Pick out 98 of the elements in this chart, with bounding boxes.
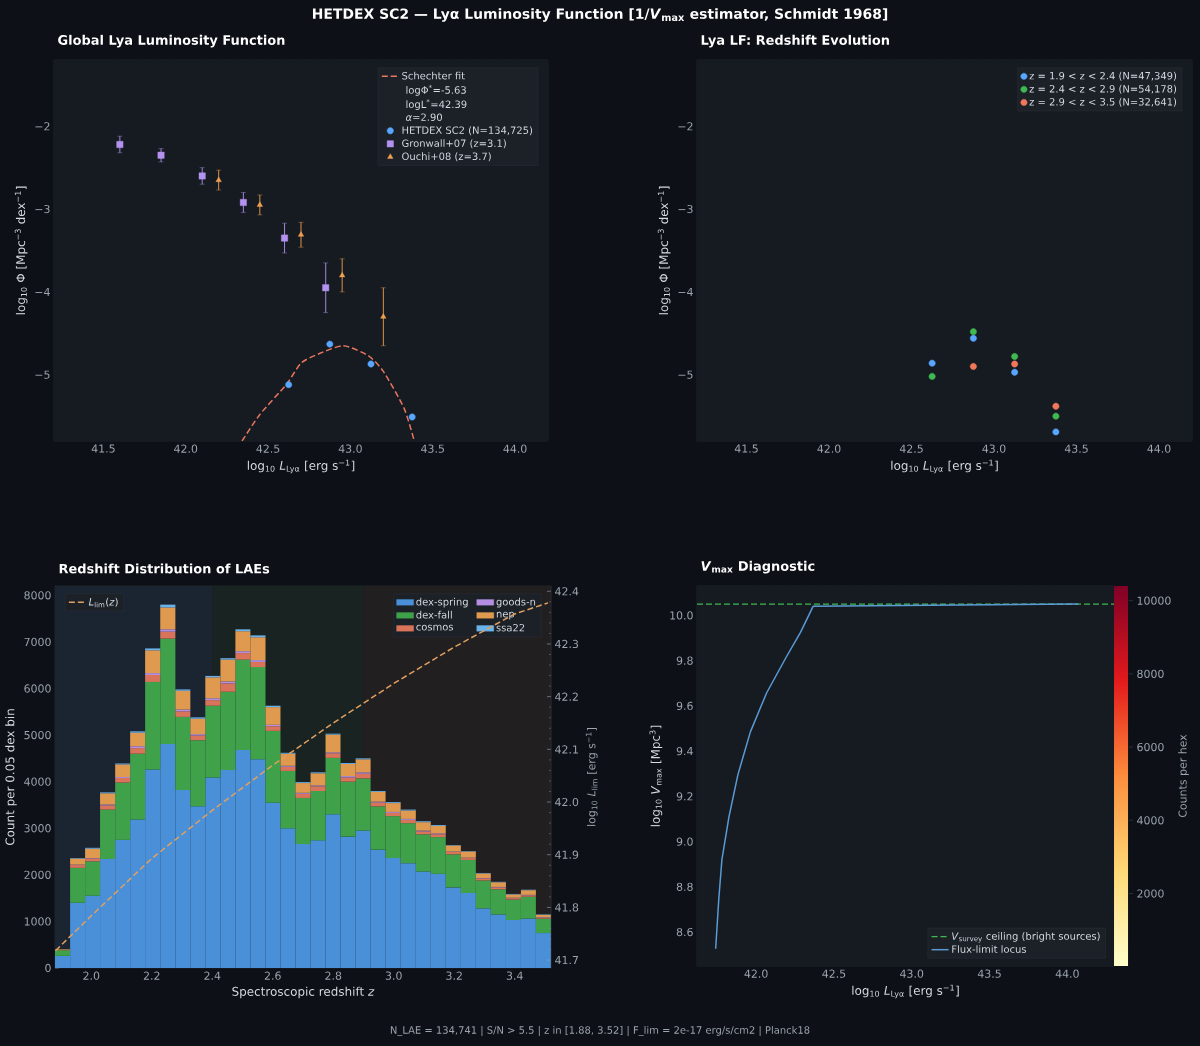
y-tick-label: −4 xyxy=(678,287,693,296)
x-tick-label: 43.5 xyxy=(977,969,1001,978)
y-tick-label: 8.6 xyxy=(676,927,693,937)
y-tick-label: −5 xyxy=(678,370,693,379)
color-bar-title: Counts per hex xyxy=(1178,734,1189,818)
legend-label: z = 2.4 < z < 2.9 (N=54,178) xyxy=(1029,84,1177,94)
x-tick-label: 41.5 xyxy=(734,444,758,453)
legend-label: Flux-limit locus xyxy=(952,945,1027,953)
x-tick-label: 42.0 xyxy=(817,444,841,453)
annotation: α=2.90 xyxy=(406,113,442,121)
x-tick-label: 44.0 xyxy=(1055,969,1079,978)
x-tick-label: 43.0 xyxy=(338,444,362,453)
x-tick-label: 43.5 xyxy=(421,444,444,453)
legend-label: cosmos xyxy=(416,624,454,631)
y-tick-label: 6000 xyxy=(24,684,51,693)
x-tick-label: 42.5 xyxy=(899,444,923,453)
y2-tick-label: 42.0 xyxy=(555,797,579,807)
text: N_LAE = 134,741 | S/N > 5.5 | z in [1.88, 3.52] | F_lim = 2e-17 erg/s/cm2 | Planck18 xyxy=(390,1026,810,1036)
y2-axis-title: log$_{10}$ L$_{lim}$ [erg s$^{−1}$] xyxy=(585,728,598,826)
y-tick-label: 9.4 xyxy=(676,746,693,756)
y-tick-label: 9.6 xyxy=(676,701,693,711)
legend-label: L$_{lim}$(z) xyxy=(88,597,118,608)
legend-label: ssa22 xyxy=(496,623,525,632)
y-tick-label: −4 xyxy=(35,287,50,296)
y-tick-label: 9.0 xyxy=(676,837,693,846)
legend-label: z = 2.9 < z < 3.5 (N=32,641) xyxy=(1029,97,1177,107)
y-tick-label: 9.2 xyxy=(676,792,693,801)
legend-label: dex-fall xyxy=(416,610,452,619)
x-axis-title: Spectroscopic redshift z xyxy=(232,986,375,999)
color-bar-label: 6000 xyxy=(1137,742,1164,752)
chart-title: V$_{max}$ Diagnostic xyxy=(701,560,815,574)
x-tick-label: 41.5 xyxy=(91,444,115,453)
legend-label: nep xyxy=(496,611,515,620)
x-tick-label: 2.0 xyxy=(83,971,100,980)
y-axis-title: log$_{10}$ V$_{max}$ [Mpc$^{3}$] xyxy=(649,725,663,827)
legend-label: Schechter fit xyxy=(402,71,465,80)
x-tick-label: 2.2 xyxy=(143,971,160,980)
color-bar-label: 8000 xyxy=(1137,669,1164,678)
color-bar-label: 4000 xyxy=(1137,816,1164,825)
legend-label: Ouchi+08 (z=3.7) xyxy=(402,152,491,162)
y-tick-label: −3 xyxy=(35,204,50,214)
x-tick-label: 44.0 xyxy=(503,444,527,453)
y2-tick-label: 41.7 xyxy=(555,956,578,965)
text: HETDEX SC2 — Lyα Luminosity Function [1/V$_{max}$ estimator, Schmidt 1968] xyxy=(312,8,888,22)
y-tick-label: 8000 xyxy=(24,591,51,600)
y-axis-title: log$_{10}$ Φ [Mpc$^{−3}$ dex$^{−1}$] xyxy=(657,186,671,315)
chart-title: Global Lya Luminosity Function xyxy=(58,34,285,48)
y-tick-label: 5000 xyxy=(24,730,51,740)
y-tick-label: 2000 xyxy=(24,870,51,879)
y2-tick-label: 41.9 xyxy=(555,850,579,859)
y-tick-label: −5 xyxy=(35,370,50,379)
chart-title: Redshift Distribution of LAEs xyxy=(59,563,270,574)
x-axis-title: log$_{10}$ L$_{Lyα}$ [erg s$^{−1}$] xyxy=(247,459,355,474)
x-axis-title: log$_{10}$ L$_{Lyα}$ [erg s$^{−1}$] xyxy=(891,459,998,474)
x-tick-label: 43.5 xyxy=(1064,444,1088,453)
x-tick-label: 42.5 xyxy=(822,969,846,978)
x-tick-label: 2.8 xyxy=(325,971,342,980)
y-tick-label: 10.0 xyxy=(670,611,693,620)
y-tick-label: −2 xyxy=(678,122,693,131)
y-tick-label: 0 xyxy=(45,963,51,973)
y2-tick-label: 41.8 xyxy=(555,903,579,912)
color-bar-label: 2000 xyxy=(1137,889,1164,898)
x-axis-title: log$_{10}$ L$_{Lyα}$ [erg s$^{−1}$] xyxy=(852,984,959,999)
y-tick-label: 1000 xyxy=(24,917,51,926)
y2-tick-label: 42.2 xyxy=(555,692,578,701)
y-tick-label: −3 xyxy=(678,204,693,214)
y-tick-label: 4000 xyxy=(24,777,51,786)
y-tick-label: 3000 xyxy=(24,824,51,833)
legend-label: z = 1.9 < z < 2.4 (N=47,349) xyxy=(1029,71,1177,81)
x-tick-label: 43.0 xyxy=(900,969,924,978)
x-tick-label: 2.6 xyxy=(264,971,281,980)
legend-label: HETDEX SC2 (N=134,725) xyxy=(402,126,533,136)
y-axis-title: Count per 0.05 dex bin xyxy=(5,709,17,846)
x-tick-label: 42.5 xyxy=(256,444,280,453)
y-tick-label: −2 xyxy=(35,122,50,131)
color-bar-label: 10000 xyxy=(1137,596,1171,605)
x-tick-label: 43.0 xyxy=(982,444,1006,453)
y-tick-label: 7000 xyxy=(24,637,51,647)
x-tick-label: 42.0 xyxy=(174,444,198,453)
annotation: logΦ$^{*}$=-5.63 xyxy=(406,84,466,96)
x-tick-label: 3.4 xyxy=(506,971,523,980)
x-tick-label: 44.0 xyxy=(1147,444,1171,453)
x-tick-label: 3.2 xyxy=(446,971,462,980)
legend-label: dex-spring xyxy=(416,597,468,608)
x-tick-label: 42.0 xyxy=(744,969,768,978)
y-axis-title: log$_{10}$ Φ [Mpc$^{−3}$ dex$^{−1}$] xyxy=(14,186,28,315)
y2-tick-label: 42.3 xyxy=(555,639,579,649)
legend-label: goods-n xyxy=(496,597,536,608)
y-tick-label: 8.8 xyxy=(676,882,693,891)
annotation: logL$^{*}$=42.39 xyxy=(406,99,467,110)
legend-label: Gronwall+07 (z=3.1) xyxy=(402,139,506,149)
y2-tick-label: 42.1 xyxy=(555,745,578,754)
chart-title: Lya LF: Redshift Evolution xyxy=(701,34,889,48)
x-tick-label: 2.4 xyxy=(204,971,221,980)
y2-tick-label: 42.4 xyxy=(555,587,579,596)
legend-label: V$_{survey}$ ceiling (bright sources) xyxy=(952,932,1100,943)
y-tick-label: 9.8 xyxy=(676,656,693,665)
x-tick-label: 3.0 xyxy=(385,971,402,980)
